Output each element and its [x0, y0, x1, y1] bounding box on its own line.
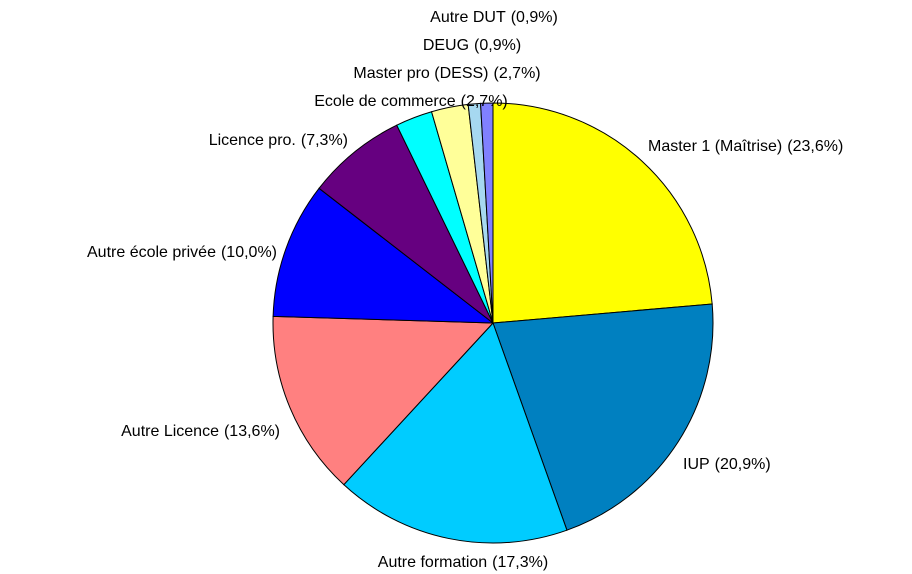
- pie-slice: [343, 322, 568, 544]
- category-name: Master 1 (Maîtrise): [648, 138, 782, 155]
- category-name: IUP: [683, 456, 710, 473]
- slice-label: DEUG (0,9%): [423, 37, 521, 54]
- slice-label: Ecole de commerce (2,7%): [314, 93, 508, 110]
- pie-slice: [272, 315, 495, 486]
- category-name: DEUG: [423, 37, 469, 54]
- slice-label: Autre Licence (13,6%): [121, 423, 280, 440]
- value-label: (7,3%): [301, 132, 348, 149]
- value-label: (10,0%): [221, 244, 277, 261]
- category-name: Autre DUT: [430, 9, 506, 26]
- slice-label: Master pro (DESS) (2,7%): [353, 65, 540, 82]
- category-name: Master pro (DESS): [353, 65, 488, 82]
- pie-slice: [272, 187, 495, 324]
- slice-label: Licence pro. (7,3%): [209, 132, 348, 149]
- slice-label: Autre école privée (10,0%): [87, 244, 277, 261]
- value-label: (2,7%): [494, 65, 541, 82]
- pie-slice: [318, 124, 494, 324]
- category-name: Licence pro.: [209, 132, 296, 149]
- category-name: Autre formation: [378, 554, 487, 571]
- slice-label: Autre DUT (0,9%): [430, 9, 558, 26]
- value-label: (13,6%): [224, 423, 280, 440]
- value-label: (0,9%): [474, 37, 521, 54]
- pie-slice: [492, 303, 714, 531]
- slice-label: Master 1 (Maîtrise) (23,6%): [648, 138, 843, 155]
- value-label: (17,3%): [492, 554, 548, 571]
- slice-label: Autre formation (17,3%): [378, 554, 548, 571]
- category-name: Ecole de commerce: [314, 93, 455, 110]
- value-label: (2,7%): [461, 93, 508, 110]
- value-label: (0,9%): [511, 9, 558, 26]
- value-label: (20,9%): [715, 456, 771, 473]
- value-label: (23,6%): [787, 138, 843, 155]
- pie-slice: [480, 102, 494, 324]
- pie-slice: [492, 102, 713, 324]
- slice-label: IUP (20,9%): [683, 456, 771, 473]
- category-name: Autre Licence: [121, 423, 219, 440]
- category-name: Autre école privée: [87, 244, 216, 261]
